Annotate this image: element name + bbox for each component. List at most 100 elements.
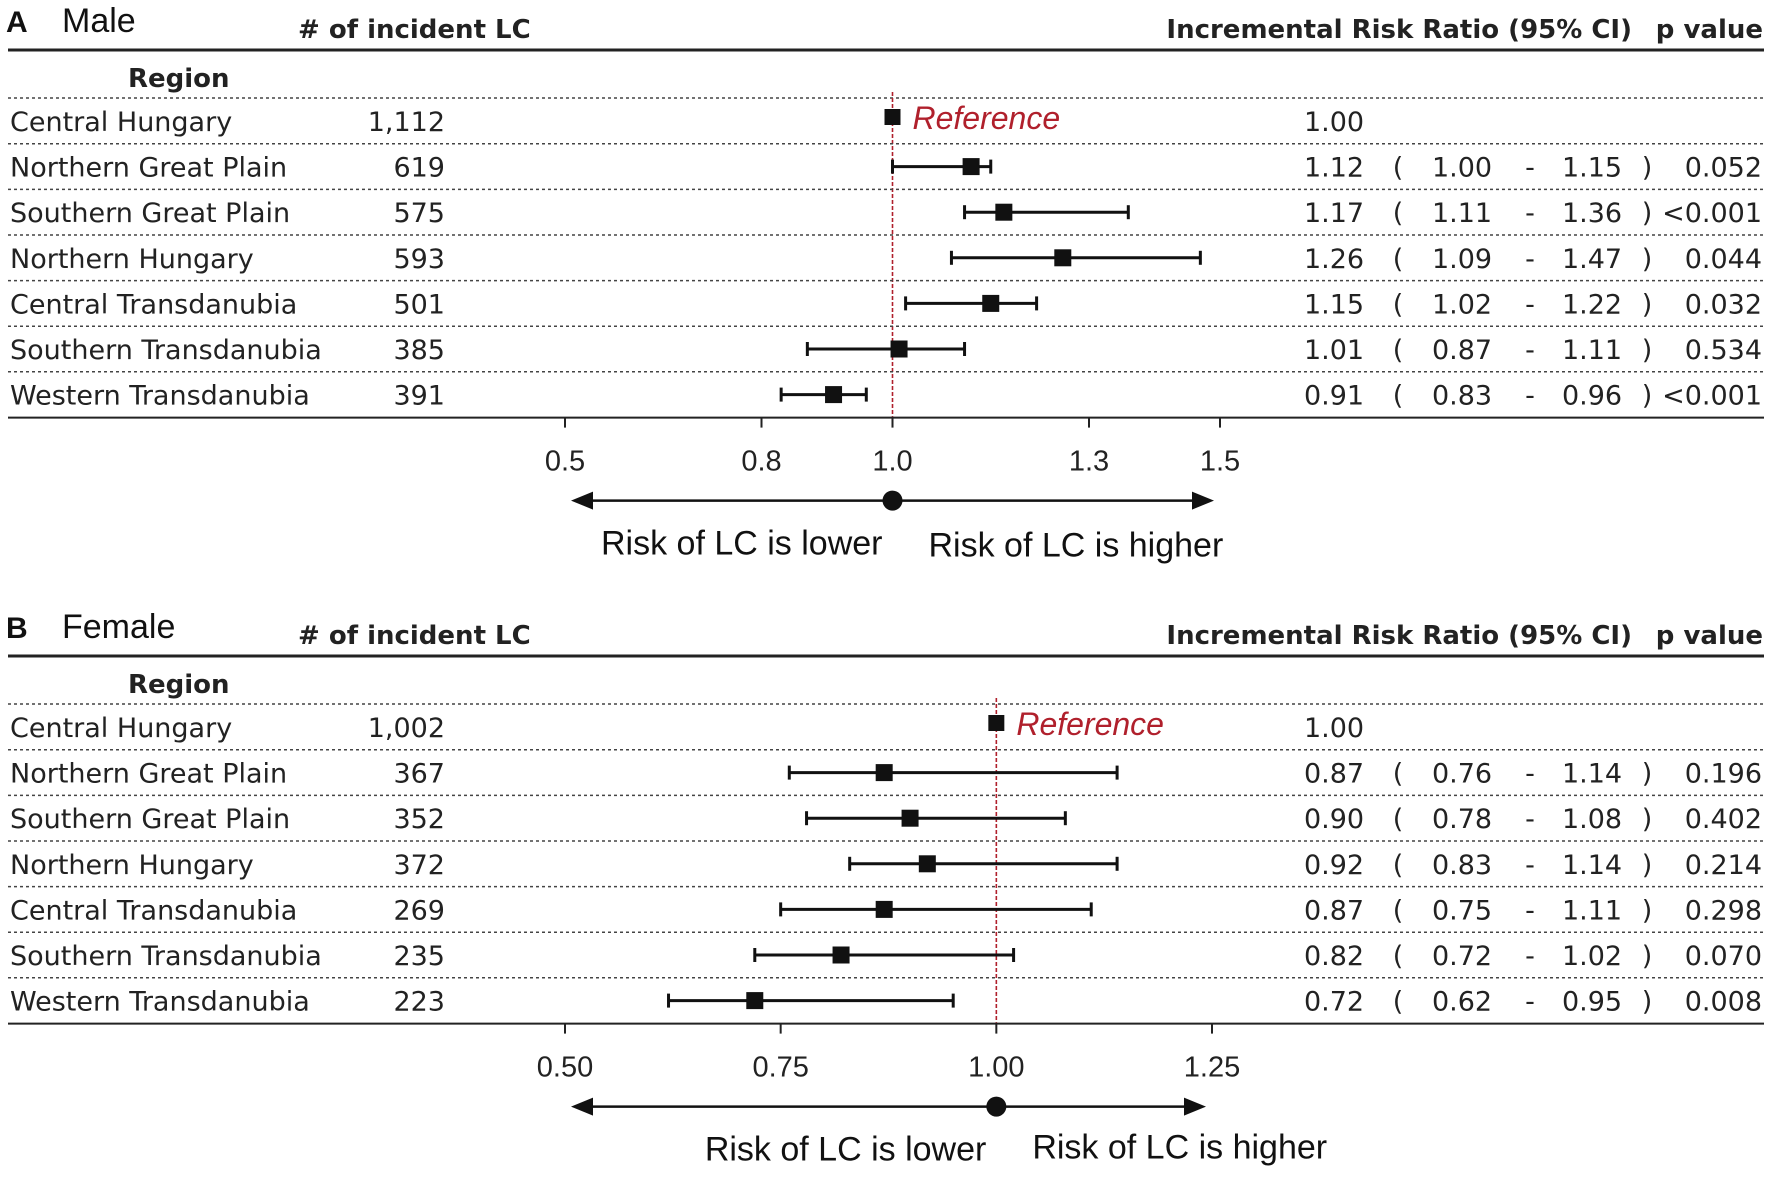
p-value: 0.070 — [1685, 941, 1762, 972]
irr-estimate: 0.91 — [1304, 381, 1364, 412]
ci-lower: 1.11 — [1432, 198, 1492, 229]
ci-upper: 0.96 — [1562, 381, 1622, 412]
ci-dash: - — [1525, 289, 1535, 320]
axis-tick-label: 0.75 — [752, 1052, 808, 1084]
reference-label: Reference — [913, 100, 1061, 136]
irr-header: Incremental Risk Ratio (95% CI) — [1166, 15, 1632, 45]
ci-lower: 0.76 — [1432, 759, 1492, 790]
ci-dash: - — [1525, 804, 1535, 835]
ci-upper: 1.14 — [1562, 759, 1622, 790]
point-estimate — [875, 900, 893, 918]
irr-estimate: 0.90 — [1304, 804, 1364, 835]
risk-higher-label: Risk of LC is higher — [929, 527, 1224, 565]
irr-estimate: 0.82 — [1304, 941, 1364, 972]
incident-header: # of incident LC — [298, 621, 531, 651]
panel-title: Female — [62, 608, 175, 646]
region-header: Region — [128, 64, 230, 94]
region-label: Central Hungary — [10, 107, 232, 138]
ci-close-paren: ) — [1642, 198, 1653, 229]
irr-estimate: 1.26 — [1304, 244, 1364, 275]
ci-lower: 0.83 — [1432, 381, 1492, 412]
point-estimate — [884, 109, 901, 125]
region-label: Central Transdanubia — [10, 289, 297, 320]
incident-count: 593 — [393, 244, 445, 275]
axis-tick-label: 1.5 — [1200, 446, 1240, 478]
incident-count: 235 — [393, 941, 445, 972]
ci-close-paren: ) — [1642, 289, 1653, 320]
ci-upper: 1.22 — [1562, 289, 1622, 320]
point-estimate — [982, 294, 1000, 312]
incident-count: 1,112 — [368, 107, 445, 138]
point-estimate — [988, 715, 1005, 731]
ci-dash: - — [1525, 381, 1535, 412]
incident-count: 391 — [393, 381, 445, 412]
ci-open-paren: ( — [1393, 335, 1404, 366]
ci-upper: 1.02 — [1562, 941, 1622, 972]
ci-lower: 0.62 — [1432, 987, 1492, 1018]
region-label: Northern Great Plain — [10, 759, 287, 790]
ci-dash: - — [1525, 244, 1535, 275]
irr-estimate: 1.00 — [1304, 107, 1364, 138]
incident-count: 352 — [393, 804, 445, 835]
left-arrowhead-icon — [571, 491, 593, 510]
incident-count: 269 — [393, 895, 445, 926]
axis-tick-label: 1.3 — [1069, 446, 1109, 478]
ci-dash: - — [1525, 335, 1535, 366]
incident-count: 1,002 — [368, 713, 445, 744]
right-arrowhead-icon — [1184, 1097, 1206, 1116]
p-value: 0.008 — [1685, 987, 1762, 1018]
ci-upper: 1.36 — [1562, 198, 1622, 229]
ci-open-paren: ( — [1393, 759, 1404, 790]
ci-open-paren: ( — [1393, 289, 1404, 320]
panel-title: Male — [62, 2, 136, 40]
ci-lower: 0.72 — [1432, 941, 1492, 972]
ci-dash: - — [1525, 941, 1535, 972]
point-estimate — [918, 855, 936, 873]
p-value: 0.044 — [1685, 244, 1762, 275]
reference-label: Reference — [1016, 706, 1164, 742]
ci-lower: 1.00 — [1432, 153, 1492, 184]
ci-upper: 1.11 — [1562, 335, 1622, 366]
incident-count: 372 — [393, 850, 445, 881]
axis-tick-label: 0.5 — [545, 446, 585, 478]
region-label: Central Hungary — [10, 713, 232, 744]
ci-dash: - — [1525, 987, 1535, 1018]
ci-open-paren: ( — [1393, 153, 1404, 184]
ci-lower: 1.09 — [1432, 244, 1492, 275]
ci-lower: 1.02 — [1432, 289, 1492, 320]
ci-open-paren: ( — [1393, 987, 1404, 1018]
irr-estimate: 0.92 — [1304, 850, 1364, 881]
irr-estimate: 1.12 — [1304, 153, 1364, 184]
ci-dash: - — [1525, 850, 1535, 881]
p-value: 0.196 — [1685, 759, 1762, 790]
p-value: <0.001 — [1662, 198, 1762, 229]
region-label: Southern Transdanubia — [10, 335, 322, 366]
ci-open-paren: ( — [1393, 381, 1404, 412]
point-estimate — [962, 158, 980, 176]
panel-female: B Female # of incident LC Incremental Risk … — [6, 608, 1764, 1169]
region-header: Region — [128, 670, 230, 700]
ci-close-paren: ) — [1642, 941, 1653, 972]
region-label: Western Transdanubia — [10, 381, 310, 412]
ci-close-paren: ) — [1642, 153, 1653, 184]
irr-estimate: 1.15 — [1304, 289, 1364, 320]
risk-lower-label: Risk of LC is lower — [705, 1131, 987, 1169]
point-estimate — [901, 809, 919, 827]
incident-count: 223 — [393, 987, 445, 1018]
p-value: 0.052 — [1685, 153, 1762, 184]
ci-close-paren: ) — [1642, 759, 1653, 790]
axis-tick-label: 1.25 — [1184, 1052, 1240, 1084]
ci-close-paren: ) — [1642, 381, 1653, 412]
point-estimate — [832, 946, 850, 964]
reference-dot-icon — [882, 490, 903, 511]
panel-male: A Male # of incident LC Incremental Risk Ra… — [6, 2, 1764, 565]
p-value: 0.402 — [1685, 804, 1762, 835]
ci-open-paren: ( — [1393, 941, 1404, 972]
p-value: <0.001 — [1662, 381, 1762, 412]
panel-letter: B — [6, 612, 28, 645]
left-arrowhead-icon — [571, 1097, 593, 1116]
point-estimate — [995, 203, 1013, 221]
p-value: 0.032 — [1685, 289, 1762, 320]
region-label: Northern Hungary — [10, 850, 254, 881]
point-estimate — [746, 992, 764, 1010]
